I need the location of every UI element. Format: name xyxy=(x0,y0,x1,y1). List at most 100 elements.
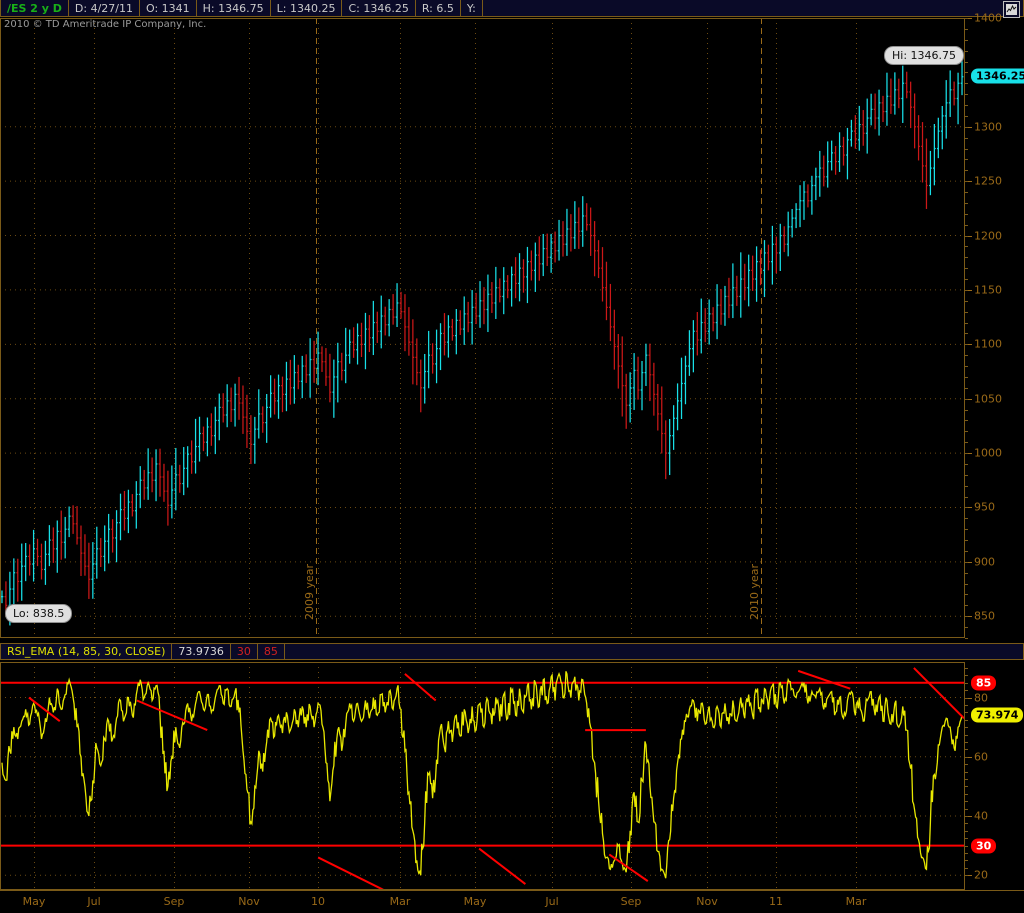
chart-header-bar[interactable]: /ES 2 y D D: 4/27/11 O: 1341 H: 1346.75 … xyxy=(0,0,1024,18)
price-minor-tick xyxy=(965,453,968,455)
price-minor-tick xyxy=(965,224,968,226)
price-minor-tick xyxy=(965,202,968,204)
copyright-text: 2010 © TD Ameritrade IP Company, Inc. xyxy=(4,19,207,30)
rsi-minor-tick xyxy=(965,778,968,780)
price-axis[interactable]: 850 900 950 1000 1050 1100 1150 1200 1250 1300 140… xyxy=(964,12,1024,639)
rsi-minor-tick xyxy=(965,815,968,817)
rsi-minor-tick xyxy=(965,719,968,721)
rsi-header-bar[interactable]: RSI_EMA (14, 85, 30, CLOSE) 73.9736 30 8… xyxy=(0,643,1024,660)
price-minor-tick xyxy=(965,192,968,194)
price-minor-tick xyxy=(965,507,968,509)
price-minor-tick xyxy=(965,137,968,139)
rsi-minor-tick xyxy=(965,875,968,877)
rsi-minor-tick xyxy=(965,801,968,803)
price-minor-tick xyxy=(965,213,968,215)
rsi-minor-tick xyxy=(965,727,968,729)
price-tick xyxy=(965,616,972,618)
price-minor-tick xyxy=(965,170,968,172)
chart-icon[interactable] xyxy=(1003,1,1020,18)
price-minor-tick xyxy=(965,442,968,444)
price-tick-label: 950 xyxy=(974,500,995,514)
rsi-oversold-level: 30 xyxy=(231,643,258,660)
field-range: R: 6.5 xyxy=(416,0,461,17)
field-date: D: 4/27/11 xyxy=(69,0,140,17)
high-annotation: Hi: 1346.75 xyxy=(884,46,965,65)
date-tick-label: Jul xyxy=(87,895,101,908)
price-minor-tick xyxy=(965,18,968,19)
current-price-badge[interactable]: 1346.25 xyxy=(971,68,1024,84)
price-tick xyxy=(965,507,972,509)
price-minor-tick xyxy=(965,39,968,41)
price-tick xyxy=(965,561,972,563)
rsi-minor-tick xyxy=(965,838,968,840)
rsi-minor-tick xyxy=(965,764,968,766)
price-plot xyxy=(0,18,964,638)
rsi-tick-label: 60 xyxy=(974,750,988,764)
price-minor-tick xyxy=(965,485,968,487)
price-minor-tick xyxy=(965,279,968,281)
date-tick-label: May xyxy=(22,895,46,908)
rsi-tick-label: 80 xyxy=(974,691,988,705)
field-open: O: 1341 xyxy=(140,0,197,17)
header-spacer xyxy=(483,0,1024,17)
price-minor-tick xyxy=(965,148,968,150)
price-minor-tick xyxy=(965,105,968,107)
date-tick-label: 11 xyxy=(769,895,783,908)
price-minor-tick xyxy=(965,115,968,117)
price-tick xyxy=(965,289,972,291)
rsi-current-value: 73.9736 xyxy=(172,643,231,660)
rsi-minor-tick xyxy=(965,771,968,773)
rsi-plot xyxy=(0,662,964,890)
price-minor-tick xyxy=(965,246,968,248)
price-minor-tick xyxy=(965,398,968,400)
rsi-oversold-badge[interactable]: 30 xyxy=(971,838,997,854)
field-yield: Y: xyxy=(461,0,483,17)
date-tick-label: Nov xyxy=(696,895,718,908)
price-minor-tick xyxy=(965,333,968,335)
price-tick xyxy=(965,181,972,183)
rsi-tick xyxy=(965,697,972,699)
symbol-label[interactable]: /ES 2 y D xyxy=(0,0,69,17)
price-minor-tick xyxy=(965,300,968,302)
rsi-indicator-label[interactable]: RSI_EMA (14, 85, 30, CLOSE) xyxy=(0,643,173,660)
rsi-minor-tick xyxy=(965,786,968,788)
rsi-tick-label: 20 xyxy=(974,868,988,882)
price-minor-tick xyxy=(965,583,968,585)
price-minor-tick xyxy=(965,387,968,389)
rsi-overbought-level: 85 xyxy=(258,643,285,660)
rsi-chart-pane[interactable] xyxy=(0,662,964,890)
field-high: H: 1346.75 xyxy=(197,0,271,17)
price-tick xyxy=(965,235,972,237)
rsi-overbought-badge[interactable]: 85 xyxy=(971,675,997,691)
rsi-minor-tick xyxy=(965,852,968,854)
price-tick xyxy=(965,126,972,128)
price-minor-tick xyxy=(965,540,968,542)
price-minor-tick xyxy=(965,72,968,74)
rsi-minor-tick xyxy=(965,697,968,699)
price-tick-label: 1050 xyxy=(974,392,1002,406)
date-tick-label: Sep xyxy=(620,895,642,908)
year-marker-label: 2010 year xyxy=(748,564,761,621)
rsi-minor-tick xyxy=(965,682,968,684)
price-minor-tick xyxy=(965,322,968,324)
field-close: C: 1346.25 xyxy=(342,0,416,17)
price-minor-tick xyxy=(965,61,968,63)
price-tick-label: 1300 xyxy=(974,120,1002,134)
price-tick-label: 1150 xyxy=(974,283,1002,297)
price-minor-tick xyxy=(965,257,968,259)
price-minor-tick xyxy=(965,529,968,531)
rsi-current-badge[interactable]: 73.974 xyxy=(971,707,1024,723)
rsi-minor-tick xyxy=(965,749,968,751)
price-tick xyxy=(965,18,972,19)
price-tick-label: 1250 xyxy=(974,174,1002,188)
date-axis[interactable]: May Jul Sep Nov 10 Mar May Jul Sep Nov 11 Mar xyxy=(0,890,1024,913)
rsi-minor-tick xyxy=(965,867,968,869)
price-minor-tick xyxy=(965,159,968,161)
price-chart-pane[interactable] xyxy=(0,18,964,638)
date-tick-label: May xyxy=(463,895,487,908)
price-tick xyxy=(965,398,972,400)
rsi-axis[interactable]: 20 40 60 80 85 30 73.974 xyxy=(964,662,1024,890)
rsi-header-spacer xyxy=(285,643,1024,660)
rsi-minor-tick xyxy=(965,667,968,669)
price-minor-tick xyxy=(965,50,968,52)
